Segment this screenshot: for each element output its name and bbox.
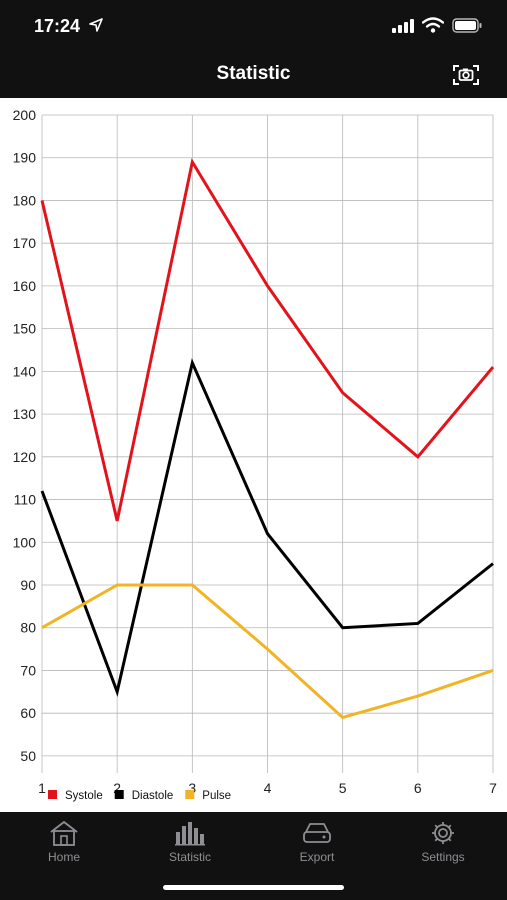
x-tick-label: 1 [38,780,46,796]
y-tick-label: 140 [13,363,37,379]
y-tick-label: 170 [13,235,37,251]
y-tick-label: 160 [13,278,37,294]
y-tick-label: 190 [13,150,37,166]
gear-icon [432,822,454,844]
y-tick-label: 90 [20,577,36,593]
series-line-pulse [41,583,494,720]
blood-pressure-chart: 50 60 70 80 90 100 110 120 130 140 150 160 170 180 190… [0,98,507,812]
tab-settings[interactable]: Settings [393,820,493,872]
location-arrow-icon [89,18,103,32]
x-tick-label: 4 [264,780,272,796]
wifi-icon [422,17,444,33]
tab-settings-label: Settings [421,850,465,864]
y-tick-label: 150 [13,321,37,337]
x-tick-label: 2 [113,780,121,796]
series-line-systole [40,157,495,522]
status-bar: 17:24 [0,0,507,54]
x-tick-label: 7 [489,780,497,796]
home-indicator [163,885,344,890]
tab-export-label: Export [299,850,335,864]
y-tick-label: 80 [20,620,36,636]
legend-swatch-systole [48,790,57,799]
y-tick-label: 60 [20,705,36,721]
tab-statistic-label: Statistic [168,850,211,864]
series-line-diastole [40,358,494,698]
y-tick-label: 120 [13,449,37,465]
legend-label-systole: Systole [65,790,103,802]
cellular-signal-icon [392,19,414,33]
chart-bars-icon [175,822,205,846]
legend-swatch-diastole [114,790,124,799]
tab-export[interactable]: Export [267,820,367,872]
legend-label-diastole: Diastole [132,790,174,802]
battery-icon [452,18,482,33]
legend-swatch-pulse [185,790,195,799]
y-tick-label: 100 [13,534,37,550]
navigation-bar: Statistic [0,54,507,98]
status-time: 17:24 [34,16,81,36]
tab-home[interactable]: Home [14,820,114,872]
y-tick-label: 130 [13,406,37,422]
tab-statistic[interactable]: Statistic [140,820,240,872]
y-tick-label: 200 [13,107,37,123]
y-tick-label: 180 [13,192,37,208]
chart-canvas: 50 60 70 80 90 100 110 120 130 140 150 160 170 180 190… [13,107,497,802]
x-tick-label: 5 [339,780,347,796]
drive-icon [303,823,331,843]
tab-bar: Home Statistic Export Settings [0,812,507,900]
page-title: Statistic [216,63,291,84]
x-tick-label: 3 [188,780,196,796]
y-tick-label: 50 [20,748,36,764]
tab-home-label: Home [47,850,80,864]
y-tick-label: 70 [20,662,36,678]
legend-label-pulse: Pulse [202,790,231,802]
x-tick-label: 6 [414,780,422,796]
screenshot-camera-button[interactable] [452,63,480,87]
y-tick-label: 110 [14,492,37,508]
home-icon [50,821,78,846]
